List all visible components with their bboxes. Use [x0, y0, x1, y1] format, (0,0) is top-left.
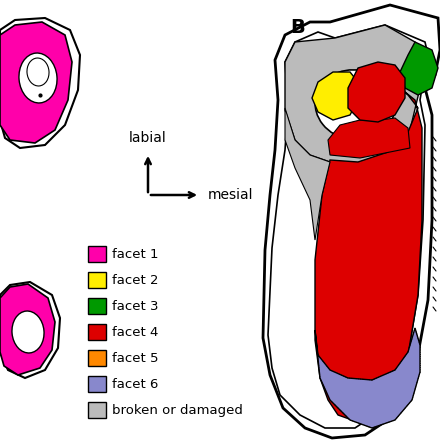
- Text: labial: labial: [129, 131, 167, 145]
- Polygon shape: [348, 62, 405, 122]
- Text: mesial: mesial: [208, 188, 253, 202]
- Ellipse shape: [315, 70, 395, 140]
- Bar: [88, 272, 106, 288]
- Text: broken or damaged: broken or damaged: [112, 403, 243, 417]
- Text: facet 2: facet 2: [112, 274, 158, 286]
- Polygon shape: [0, 282, 60, 378]
- Bar: [88, 376, 106, 392]
- Text: facet 5: facet 5: [112, 352, 158, 364]
- Ellipse shape: [12, 311, 44, 353]
- Text: facet 4: facet 4: [112, 326, 158, 338]
- Polygon shape: [0, 22, 72, 143]
- Polygon shape: [0, 18, 80, 148]
- Bar: [88, 350, 106, 366]
- Bar: [88, 402, 106, 418]
- Text: B: B: [291, 18, 305, 37]
- Polygon shape: [315, 88, 422, 420]
- Text: facet 6: facet 6: [112, 378, 158, 391]
- Ellipse shape: [19, 53, 57, 103]
- Polygon shape: [328, 118, 410, 158]
- Polygon shape: [285, 25, 420, 165]
- Polygon shape: [312, 72, 358, 120]
- Polygon shape: [263, 5, 440, 438]
- Polygon shape: [285, 108, 330, 240]
- Bar: [88, 246, 106, 262]
- Bar: [88, 298, 106, 314]
- Polygon shape: [0, 284, 55, 375]
- Text: facet 1: facet 1: [112, 247, 158, 260]
- Text: facet 3: facet 3: [112, 300, 158, 312]
- Polygon shape: [315, 328, 420, 428]
- Bar: [88, 324, 106, 340]
- Polygon shape: [400, 42, 438, 95]
